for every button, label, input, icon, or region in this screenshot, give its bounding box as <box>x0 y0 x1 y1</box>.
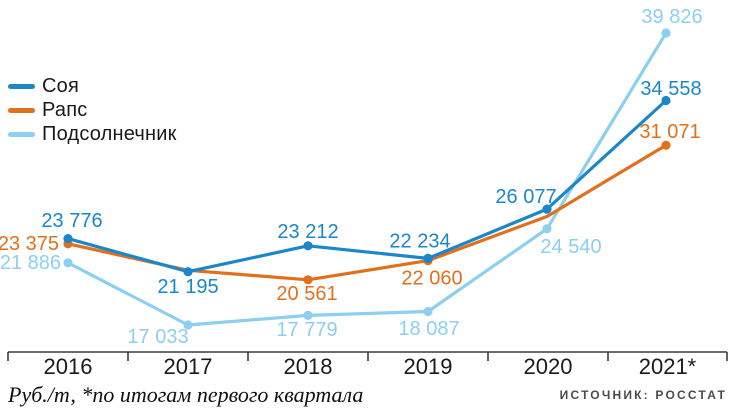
year-label: 2019 <box>404 354 453 379</box>
legend-label: Соя <box>42 75 79 97</box>
value-label: 21 886 <box>0 252 61 274</box>
data-point <box>661 28 671 38</box>
legend-item-2: Рапс <box>8 99 177 121</box>
value-label: 39 826 <box>641 6 702 28</box>
data-point <box>303 241 313 251</box>
legend-swatch-icon <box>8 132 35 137</box>
legend-swatch-icon <box>8 108 35 113</box>
value-label: 22 234 <box>389 230 450 252</box>
year-label: 2020 <box>524 354 573 379</box>
year-label: 2016 <box>44 354 93 379</box>
value-label: 34 558 <box>640 78 701 100</box>
data-point <box>63 258 73 268</box>
value-label: 23 375 <box>0 233 59 255</box>
source-credit: ИСТОЧНИК: РОССТАТ <box>559 388 727 402</box>
series-line <box>66 143 668 282</box>
x-axis: 2016 2017 2018 2019 2020 2021* <box>7 351 728 379</box>
value-label: 20 561 <box>276 283 337 305</box>
legend-item-3: Подсолнечник <box>8 123 177 145</box>
year-label: 2021* <box>639 354 697 379</box>
series-Соя: 23 776 21 195 23 212 22 234 26 077 34 558 <box>41 78 701 298</box>
value-label: 26 077 <box>495 186 556 208</box>
series-Подсолнечник: 21 886 17 033 17 779 18 087 24 540 39 826 <box>0 6 703 348</box>
data-point <box>542 204 552 214</box>
legend-label: Рапс <box>42 99 88 121</box>
data-point <box>423 253 433 263</box>
year-label: 2018 <box>284 354 333 379</box>
series-line <box>66 98 668 274</box>
data-point <box>661 95 671 106</box>
value-label: 17 033 <box>127 326 188 348</box>
data-point <box>423 306 433 317</box>
value-label: 23 212 <box>277 221 338 243</box>
data-point <box>542 224 552 234</box>
value-label: 24 540 <box>540 236 601 258</box>
legend-swatch-icon <box>8 84 35 89</box>
year-label: 2017 <box>164 354 213 379</box>
series-line <box>66 31 668 327</box>
data-point <box>303 275 313 285</box>
value-label: 31 071 <box>639 121 700 143</box>
data-point <box>661 140 671 150</box>
data-point <box>303 310 313 320</box>
legend-item-1: Соя <box>8 75 177 97</box>
data-point <box>63 234 73 244</box>
data-point <box>183 320 193 330</box>
value-label: 21 195 <box>157 276 218 298</box>
value-label: 18 087 <box>398 318 459 340</box>
value-label: 23 776 <box>41 210 102 232</box>
value-label: 22 060 <box>401 268 462 290</box>
data-point <box>183 267 193 277</box>
chart-legend: Соя Рапс Подсолнечник <box>8 75 177 148</box>
legend-label: Подсолнечник <box>42 123 177 145</box>
value-label: 17 779 <box>276 319 337 341</box>
chart-footnote: Руб./т, *по итогам первого квартала <box>8 382 364 407</box>
